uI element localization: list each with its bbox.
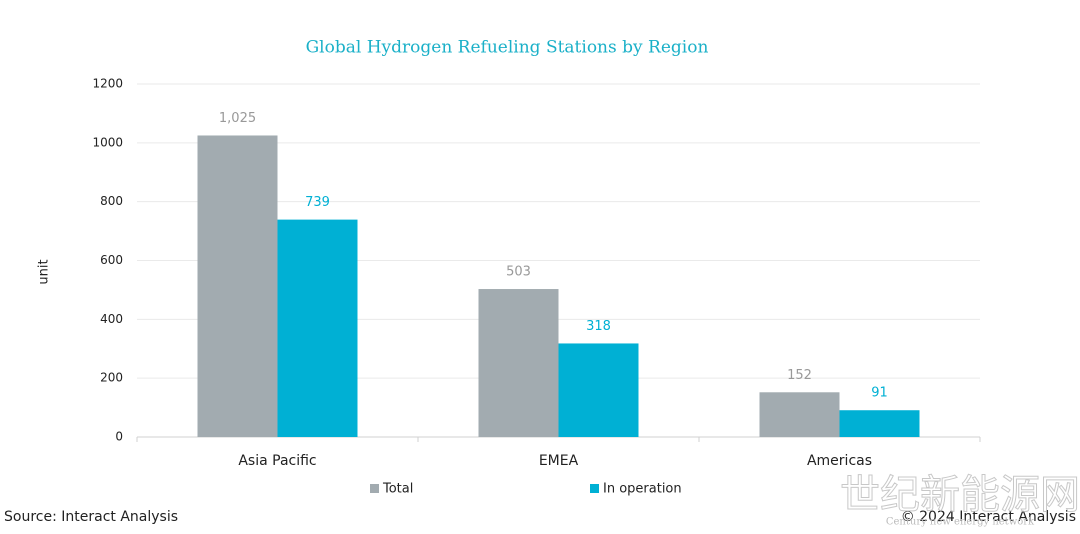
y-tick-label: 600 xyxy=(100,253,123,267)
bar xyxy=(197,135,278,437)
x-tick-label: Asia Pacific xyxy=(238,453,316,469)
x-tick-label: EMEA xyxy=(539,453,579,469)
y-tick-label: 200 xyxy=(100,371,123,385)
legend-swatch xyxy=(590,484,599,493)
legend-label: Total xyxy=(382,482,413,497)
data-label: 152 xyxy=(787,368,812,383)
chart-title: Global Hydrogen Refueling Stations by Re… xyxy=(306,38,709,58)
data-label: 91 xyxy=(871,386,888,401)
data-label: 1,025 xyxy=(219,111,256,126)
data-label: 739 xyxy=(305,195,330,210)
data-label: 318 xyxy=(586,319,611,334)
y-tick-label: 0 xyxy=(115,430,123,444)
y-tick-label: 400 xyxy=(100,312,123,326)
bar xyxy=(478,289,559,437)
legend-label: In operation xyxy=(603,482,682,497)
y-axis-label: unit xyxy=(37,259,52,284)
legend-swatch xyxy=(370,484,379,493)
watermark-subtitle: Century new energy network xyxy=(886,517,1035,528)
watermark: 世纪新能源网 xyxy=(840,472,1080,518)
copyright: © 2024 Interact Analysis xyxy=(901,509,1076,525)
source: Source: Interact Analysis xyxy=(4,509,178,525)
bar xyxy=(277,219,358,437)
data-label: 503 xyxy=(506,265,531,280)
y-tick-label: 1000 xyxy=(92,135,123,149)
x-tick-label: Americas xyxy=(807,453,872,469)
y-tick-label: 800 xyxy=(100,194,123,208)
bar xyxy=(558,343,639,437)
bar xyxy=(839,410,920,437)
bar xyxy=(759,392,840,437)
y-tick-label: 1200 xyxy=(92,77,123,91)
